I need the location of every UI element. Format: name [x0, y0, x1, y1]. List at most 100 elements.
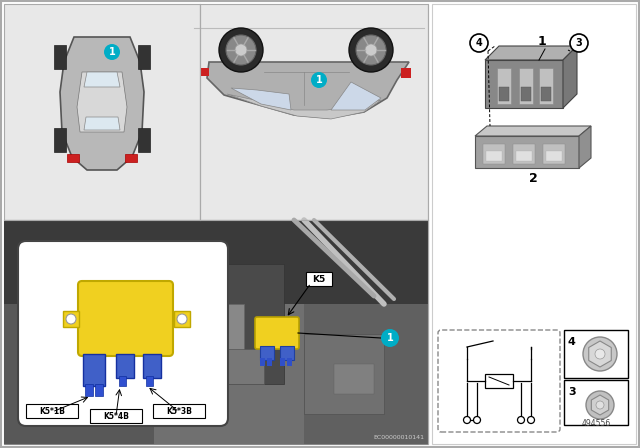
Bar: [546, 151, 562, 161]
Circle shape: [596, 401, 604, 409]
Text: 4: 4: [476, 38, 483, 48]
Circle shape: [365, 44, 377, 56]
Bar: [146, 376, 153, 386]
Text: 3: 3: [575, 38, 582, 48]
Bar: [280, 346, 294, 360]
Text: K5*3B: K5*3B: [166, 406, 192, 415]
Bar: [519, 68, 533, 104]
Polygon shape: [60, 37, 144, 170]
Bar: [432, 4, 636, 444]
Circle shape: [349, 28, 393, 72]
Bar: [267, 358, 272, 366]
Bar: [306, 272, 332, 286]
Polygon shape: [207, 62, 409, 118]
Polygon shape: [19, 269, 64, 364]
Bar: [90, 409, 142, 423]
Text: K5*4B: K5*4B: [103, 412, 129, 421]
Circle shape: [311, 72, 327, 88]
Circle shape: [356, 35, 386, 65]
Polygon shape: [591, 395, 609, 415]
Polygon shape: [563, 46, 577, 108]
Circle shape: [66, 314, 76, 324]
Bar: [83, 354, 105, 386]
Bar: [499, 87, 509, 101]
Circle shape: [177, 314, 187, 324]
Circle shape: [595, 349, 605, 359]
Bar: [516, 151, 532, 161]
Polygon shape: [589, 341, 611, 367]
Text: 1: 1: [538, 34, 547, 47]
Circle shape: [570, 34, 588, 52]
Bar: [485, 60, 563, 108]
Polygon shape: [231, 88, 291, 110]
Bar: [200, 4, 428, 220]
Bar: [564, 330, 628, 378]
Bar: [4, 220, 154, 444]
Bar: [260, 358, 265, 366]
Polygon shape: [84, 117, 120, 130]
Bar: [116, 354, 134, 378]
Bar: [204, 349, 264, 384]
Bar: [84, 264, 284, 384]
Bar: [153, 404, 205, 418]
Bar: [564, 380, 628, 425]
Bar: [486, 151, 502, 161]
Text: 1: 1: [316, 75, 323, 85]
Bar: [543, 144, 565, 164]
Polygon shape: [331, 82, 381, 110]
Bar: [138, 128, 150, 152]
Bar: [143, 354, 161, 378]
Circle shape: [381, 329, 399, 347]
Bar: [94, 284, 154, 364]
Polygon shape: [485, 46, 577, 60]
FancyBboxPatch shape: [18, 241, 228, 426]
Bar: [67, 154, 79, 162]
Circle shape: [235, 44, 247, 56]
Bar: [541, 87, 551, 101]
Text: 494556: 494556: [581, 419, 611, 428]
Bar: [260, 346, 274, 360]
Circle shape: [586, 391, 614, 419]
Bar: [497, 68, 511, 104]
Bar: [280, 358, 285, 366]
Bar: [95, 384, 103, 396]
Bar: [85, 384, 93, 396]
Bar: [304, 334, 384, 414]
Bar: [485, 374, 513, 388]
Bar: [539, 68, 553, 104]
Text: 1: 1: [109, 47, 115, 57]
Bar: [26, 404, 78, 418]
Bar: [4, 4, 200, 220]
Text: EC00000010141: EC00000010141: [373, 435, 424, 440]
Bar: [304, 220, 428, 444]
Bar: [521, 87, 531, 101]
FancyBboxPatch shape: [78, 281, 173, 356]
Circle shape: [104, 44, 120, 60]
Circle shape: [583, 337, 617, 371]
Bar: [201, 68, 209, 76]
Bar: [138, 45, 150, 69]
Bar: [401, 68, 411, 78]
Bar: [513, 144, 535, 164]
Polygon shape: [227, 94, 381, 119]
Circle shape: [470, 34, 488, 52]
Bar: [125, 154, 137, 162]
Text: K5: K5: [312, 275, 326, 284]
Bar: [54, 128, 66, 152]
Circle shape: [226, 35, 256, 65]
Circle shape: [518, 417, 525, 423]
Bar: [475, 136, 579, 168]
Bar: [4, 220, 428, 444]
Polygon shape: [475, 126, 591, 136]
Text: 3: 3: [568, 387, 575, 397]
Circle shape: [527, 417, 534, 423]
Circle shape: [463, 417, 470, 423]
Text: 1: 1: [387, 333, 394, 343]
Text: 2: 2: [529, 172, 538, 185]
FancyBboxPatch shape: [438, 330, 560, 432]
Text: K5*1B: K5*1B: [39, 406, 65, 415]
Polygon shape: [579, 126, 591, 168]
Bar: [164, 304, 244, 354]
Bar: [334, 364, 374, 394]
Polygon shape: [84, 72, 120, 87]
